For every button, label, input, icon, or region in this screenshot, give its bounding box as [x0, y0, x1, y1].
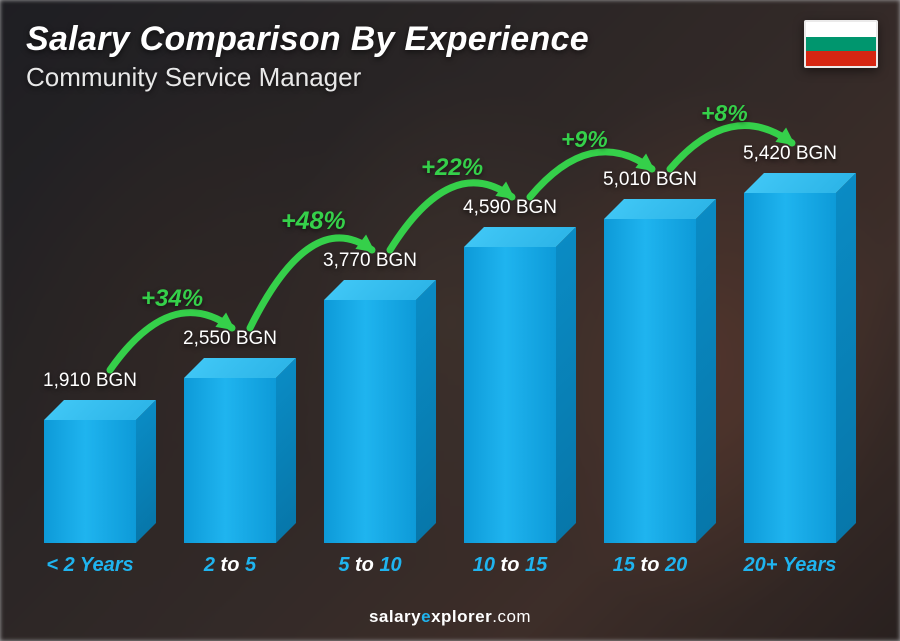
page-subtitle: Community Service Manager	[26, 62, 361, 93]
content-layer: Salary Comparison By Experience Communit…	[0, 0, 900, 641]
footer-brand-post: xplorer	[431, 607, 492, 626]
flag-bulgaria	[804, 20, 878, 68]
flag-stripe-white	[806, 22, 876, 37]
footer-brand: salaryexplorer	[369, 607, 492, 626]
footer: salaryexplorer.com	[0, 607, 900, 627]
increase-arrow-4	[20, 110, 860, 581]
chart-area: 1,910 BGN< 2 Years2,550 BGN2 to 53,770 B…	[20, 110, 860, 581]
increase-pct-4: +8%	[701, 100, 748, 127]
footer-brand-pre: salary	[369, 607, 421, 626]
footer-domain: .com	[492, 607, 531, 626]
page-title: Salary Comparison By Experience	[26, 20, 589, 59]
footer-brand-accent: e	[421, 607, 431, 626]
flag-stripe-red	[806, 51, 876, 66]
flag-stripe-green	[806, 37, 876, 52]
